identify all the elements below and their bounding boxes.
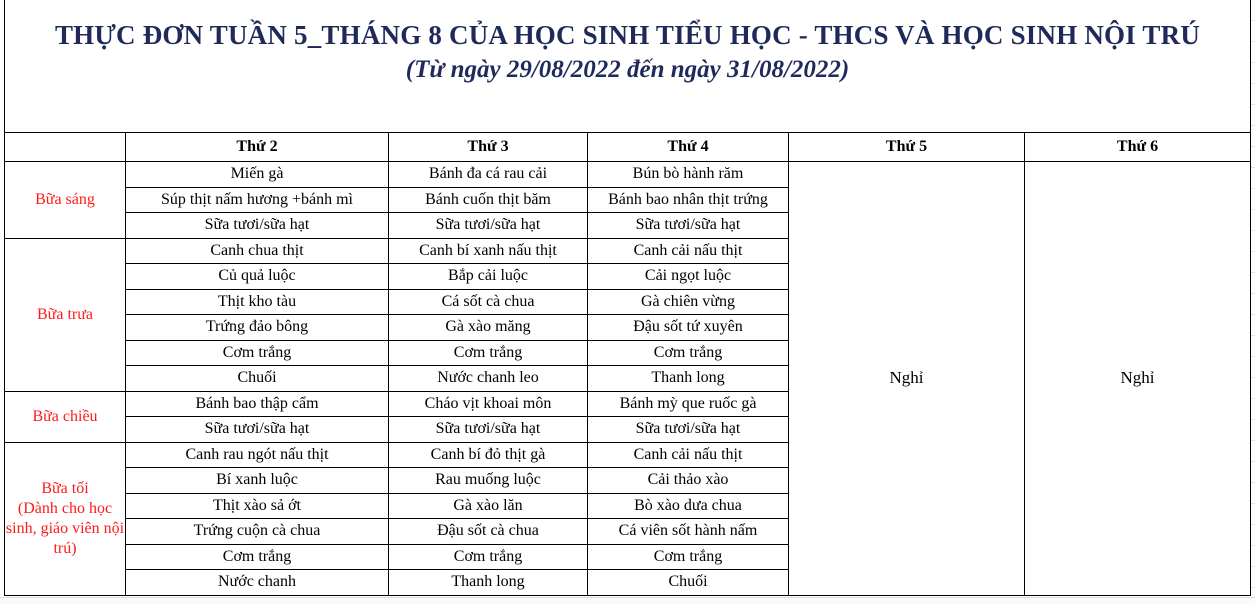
dish-cell: Bò xào dưa chua [587,492,789,519]
meal-label-text: Bữa trưa [37,305,93,323]
dish-cell: Sữa tươi/sữa hạt [388,212,588,239]
header-day: Thứ 2 [125,132,389,162]
dish-cell: Bí xanh luộc [125,467,389,494]
dish-cell: Đậu sốt tứ xuyên [587,314,789,341]
dish-cell: Bánh mỳ que ruốc gà [587,390,789,417]
dish-cell: Bún bò hành răm [587,161,789,188]
dish-cell: Súp thịt nấm hương +bánh mì [125,186,389,213]
dish-cell: Thịt xào sả ớt [125,492,389,519]
dish-cell: Canh rau ngót nấu thịt [125,441,389,468]
dish-cell: Thanh long [587,365,789,392]
dish-cell: Trứng đảo bông [125,314,389,341]
day-off-cell: Nghỉ [788,161,1025,596]
dish-cell: Canh cải nấu thịt [587,441,789,468]
dish-cell: Củ quả luộc [125,263,389,290]
dish-cell: Nước chanh [125,569,389,596]
dish-cell: Rau muống luộc [388,467,588,494]
header-day: Thứ 3 [388,132,588,162]
dish-cell: Canh cải nấu thịt [587,237,789,264]
dish-cell: Trứng cuộn cà chua [125,518,389,545]
table-row: Chuối Nước chanh leo Thanh long [5,365,1251,392]
meal-label: Bữa sáng [4,161,126,239]
dish-cell: Chuối [125,365,389,392]
table-row: Cơm trắng Cơm trắng Cơm trắng [5,339,1251,366]
dish-cell: Chuối [587,569,789,596]
dish-cell: Gà chiên vừng [587,288,789,315]
dish-cell: Bánh bao thập cẩm [125,390,389,417]
spreadsheet-gridlines [1251,0,1255,603]
dish-cell: Miến gà [125,161,389,188]
meal-label-text: Bữa chiều [32,407,98,425]
dish-cell: Cá viên sốt hành nấm [587,518,789,545]
dish-cell: Bắp cải luộc [388,263,588,290]
dish-cell: Bánh cuốn thịt băm [388,186,588,213]
dish-cell: Cá sốt cà chua [388,288,588,315]
meal-label: Bữa trưa [4,237,126,392]
dish-cell: Sữa tươi/sữa hạt [587,212,789,239]
meal-label-text: (Dành cho học sinh, giáo viên nội trú) [5,499,125,557]
day-off-cell: Nghỉ [1024,161,1251,596]
dish-cell: Cơm trắng [125,543,389,570]
dish-cell: Thịt kho tàu [125,288,389,315]
dish-cell: Cơm trắng [587,339,789,366]
dish-cell: Canh bí xanh nấu thịt [388,237,588,264]
meal-label: Bữa chiều [4,390,126,443]
dish-cell: Bánh đa cá rau cải [388,161,588,188]
table-row: Bữa tối (Dành cho học sinh, giáo viên nội… [4,441,1251,596]
dish-cell: Cải thảo xào [587,467,789,494]
table-row: Bữa trưa Canh chua thịt Canh bí xanh nấu t… [4,237,1251,392]
dish-cell: Sữa tươi/sữa hạt [125,416,389,443]
header-corner [4,132,126,162]
dish-cell: Canh bí đỏ thịt gà [388,441,588,468]
dish-cell: Cháo vịt khoai môn [388,390,588,417]
table-row: Bữa chiều Bánh bao thập cẩm Cháo vịt khoai… [4,390,1251,443]
dish-cell: Cơm trắng [587,543,789,570]
table-row: Bí xanh luộc Rau muống luộc Cải thảo xào [5,467,1251,494]
dish-cell: Sữa tươi/sữa hạt [125,212,389,239]
dish-cell: Nước chanh leo [388,365,588,392]
dish-cell: Gà xào măng [388,314,588,341]
meal-label-text: Bữa tối [41,479,89,497]
dish-cell: Sữa tươi/sữa hạt [388,416,588,443]
dish-cell: Bánh bao nhân thịt trứng [587,186,789,213]
date-range-subtitle: (Từ ngày 29/08/2022 đến ngày 31/08/2022) [405,56,850,83]
dish-cell: Cơm trắng [388,339,588,366]
table-row: Bữa sáng Miến gà Bánh đa cá rau cải Bún bò … [4,161,1251,596]
table-row: Nước chanh Thanh long Chuối [5,569,1251,596]
header-day: Thứ 5 [788,132,1025,162]
sheet-bottom-edge [0,597,1255,604]
header-day: Thứ 4 [587,132,789,162]
dish-cell: Canh chua thịt [125,237,389,264]
dish-cell: Gà xào lăn [388,492,588,519]
table-row: Trứng cuộn cà chua Đậu sốt cà chua Cá viên… [5,518,1251,545]
dish-cell: Cơm trắng [125,339,389,366]
dish-cell: Đậu sốt cà chua [388,518,588,545]
header-row: Thứ 2 Thứ 3 Thứ 4 Thứ 5 Thứ 6 [4,132,1251,162]
table-row: Trứng đảo bông Gà xào măng Đậu sốt tứ xuyê… [5,314,1251,341]
table-row: Súp thịt nấm hương +bánh mì Bánh cuốn thị… [5,186,1251,213]
dish-cell: Thanh long [388,569,588,596]
page-title: THỰC ĐƠN TUẦN 5_THÁNG 8 CỦA HỌC SINH TIỂ… [54,20,1201,50]
table-row: Thịt kho tàu Cá sốt cà chua Gà chiên vừng [5,288,1251,315]
dish-cell: Cơm trắng [388,543,588,570]
dish-cell: Sữa tươi/sữa hạt [587,416,789,443]
dish-cell: Cải ngọt luộc [587,263,789,290]
meal-label-text: Bữa sáng [35,190,95,208]
meal-label: Bữa tối (Dành cho học sinh, giáo viên nội… [4,441,126,596]
menu-table: Thứ 2 Thứ 3 Thứ 4 Thứ 5 Thứ 6 Bữa sáng Miến gà… [4,132,1251,596]
table-row: Cơm trắng Cơm trắng Cơm trắng [5,543,1251,570]
header-day: Thứ 6 [1024,132,1251,162]
menu-sheet: THỰC ĐƠN TUẦN 5_THÁNG 8 CỦA HỌC SINH TIỂ… [4,0,1251,596]
